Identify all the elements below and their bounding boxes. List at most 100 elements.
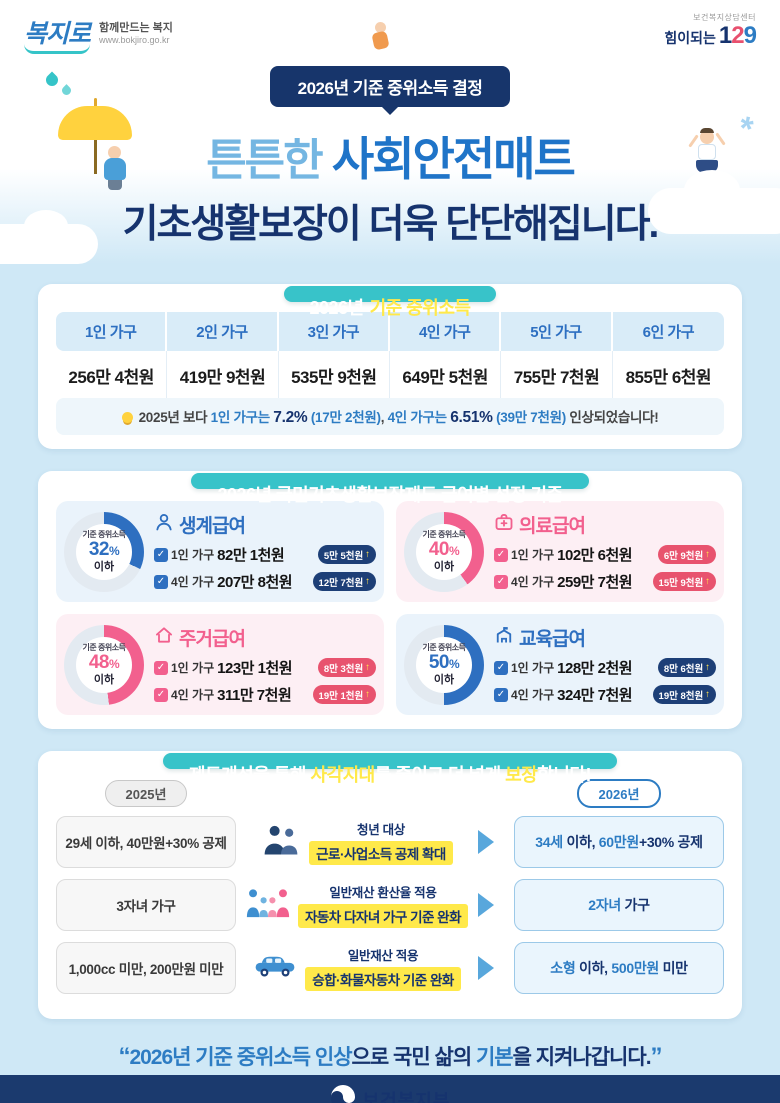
note-text: 인상되었습니다! [565,410,659,425]
donut-hole: 기준 중위소득 32% 이하 [76,523,132,580]
criteria-label: 기준 중위소득 [422,529,466,539]
main-title-line2: 기초생활보장이 더욱 단단해집니다. [0,193,780,249]
amount-value: 82만 1천원 [217,547,285,564]
school-icon [494,625,514,651]
year-label-row: 2025년 2026년 [56,779,724,808]
below-label: 이하 [433,673,455,686]
after-text: +30% 공제 [638,834,703,850]
income-value-6: 855만 6천원 [625,368,712,387]
after-box: 2자녀 가구 [514,879,724,931]
check-icon: ✓ [154,547,168,562]
criteria-label: 기준 중위소득 [82,529,126,539]
below-label: 이하 [93,560,115,573]
after-text: 이하, [562,834,599,850]
benefit-amount-row: ✓ 1인 가구 82만 1천원 5만 5천원 ↑ [154,544,376,565]
after-box: 소형 이하, 500만원 미만 [514,942,724,994]
up-arrow-icon: ↑ [365,576,370,587]
umbrella-icon [58,106,132,140]
helpline-label: 힘이되는 [664,29,716,46]
percent-number: 50 [428,651,450,673]
quote-segment: 으로 국민 삶의 [351,1046,476,1069]
up-arrow-icon: ↑ [705,689,710,700]
income-value-3: 535만 9천원 [279,351,390,398]
increase-badge: 5만 5천원 ↑ [317,545,376,564]
amount-value: 311만 7천원 [217,687,292,704]
note-amount: (39만 7천원) [492,410,566,425]
bottom-bar [0,1075,780,1103]
criteria-label: 기준 중위소득 [422,642,466,652]
bokjiro-url: www.bokjiro.go.kr [99,35,170,46]
person-body [698,144,716,160]
benefit-amount-row: ✓ 4인 가구 324만 7천원 19만 8천원 ↑ [494,684,716,705]
household-5-header: 5인 가구 [501,312,613,351]
title-segment: 제도개선을 통해 [189,765,311,785]
benefit-card-medical: 기준 중위소득 40% 이하 의료급여 ✓ 1인 가구 [396,501,724,602]
benefit-title: 교육급여 [494,624,716,651]
check-icon: ✓ [494,687,508,702]
benefits-section: 2026년 국민기초생활보장제도 급여별 선정 기준 기준 중위소득 32% 이… [38,471,742,729]
close-quote-icon: ” [650,1043,663,1070]
household-2-header: 2인 가구 [167,312,279,351]
check-icon: ✓ [494,547,508,562]
household-label: 1인 가구 [511,548,555,562]
percent-number: 32 [88,538,110,560]
household-label: 1인 가구 [171,661,215,675]
up-arrow-icon: ↑ [365,689,370,700]
change-highlight: 승합·화물자동차 기준 완화 [305,967,461,991]
increase-badge: 8만 3천원 ↑ [317,658,376,677]
title-segment: 사각지대 [310,765,375,785]
household-3-header: 3인 가구 [279,312,390,351]
person-head [700,130,714,144]
household-6-header: 6인 가구 [642,324,695,341]
change-subject: 청년 대상 [357,823,405,837]
percent-donut-chart: 기준 중위소득 50% 이하 [404,624,484,705]
bokjiro-logo: 복지로 함께만드는 복지 www.bokjiro.go.kr [24,14,173,54]
improvement-row-multichild-car: 3자녀 가구 일반재산 환산율 적용 자동차 다자녀 가구 기준 완화 2자녀 … [56,879,724,931]
household-label: 1인 가구 [511,661,555,675]
after-highlight: 500만원 [611,960,659,976]
donut-hole: 기준 중위소득 50% 이하 [416,636,472,693]
arrow-right-icon [478,830,494,854]
up-arrow-icon: ↑ [705,662,710,673]
after-highlight: 60만원 [598,834,639,850]
benefit-body: 생계급여 ✓ 1인 가구 82만 1천원 5만 5천원 ↑ ✓ 4인 가구 207… [154,511,376,592]
improvement-row-vehicle-standard: 1,000cc 미만, 200만원 미만 일반재산 적용 승합·화물자동차 기준… [56,942,724,994]
umbrella-tip [94,98,97,108]
after-text: 가구 [620,897,650,913]
change-texts: 청년 대상 근로·사업소득 공제 확대 [309,819,453,865]
cloud-decoration [648,170,780,234]
quote-segment: 기본 [475,1046,514,1069]
benefit-amount-row: ✓ 4인 가구 207만 8천원 12만 7천원 ↑ [154,571,376,592]
after-box: 34세 이하, 60만원 +30% 공제 [514,816,724,868]
household-label: 4인 가구 [171,575,215,589]
check-icon: ✓ [154,660,168,675]
amount-value: 207만 8천원 [217,574,293,591]
title-year: 2026년 [309,298,365,318]
change-subject: 일반재산 적용 [347,949,419,963]
household-label: 4인 가구 [511,688,555,702]
check-icon: ✓ [154,574,168,589]
before-box: 3자녀 가구 [56,879,236,931]
household-4-header: 4인 가구 [390,312,502,351]
increase-badge: 15만 9천원 ↑ [652,572,716,591]
title-segment: 를 줄이고 더 넓게 [374,765,506,785]
quote-segment: 을 지켜나갑니다. [512,1046,652,1069]
benefit-card-housing: 기준 중위소득 48% 이하 주거급여 ✓ 1인 가구 [56,614,384,715]
change-texts: 일반재산 환산율 적용 자동차 다자녀 가구 기준 완화 [297,882,469,928]
up-arrow-icon: ↑ [365,549,370,560]
title-segment: 이 더욱 [325,203,446,246]
hero-badge: 2026년 기준 중위소득 결정 [269,66,511,107]
benefit-title: 의료급여 [494,511,716,538]
benefit-grid: 기준 중위소득 32% 이하 생계급여 ✓ 1인 가구 [56,501,724,715]
badge-pointer [382,107,398,115]
note-percent: 6.51% [450,409,493,426]
person-skirt [696,160,718,173]
note-text: , [380,410,388,425]
note-amount: (17만 2천원) [307,410,381,425]
after-highlight: 2자녀 [588,897,621,913]
car-icon [253,952,297,984]
note-percent: 7.2% [273,409,308,426]
percent-value: 50% [428,651,460,674]
percent-sign: % [108,543,120,558]
improvement-row-income-deduction: 29세 이하, 40만원+30% 공제 청년 대상 근로·사업소득 공제 확대 … [56,816,724,868]
